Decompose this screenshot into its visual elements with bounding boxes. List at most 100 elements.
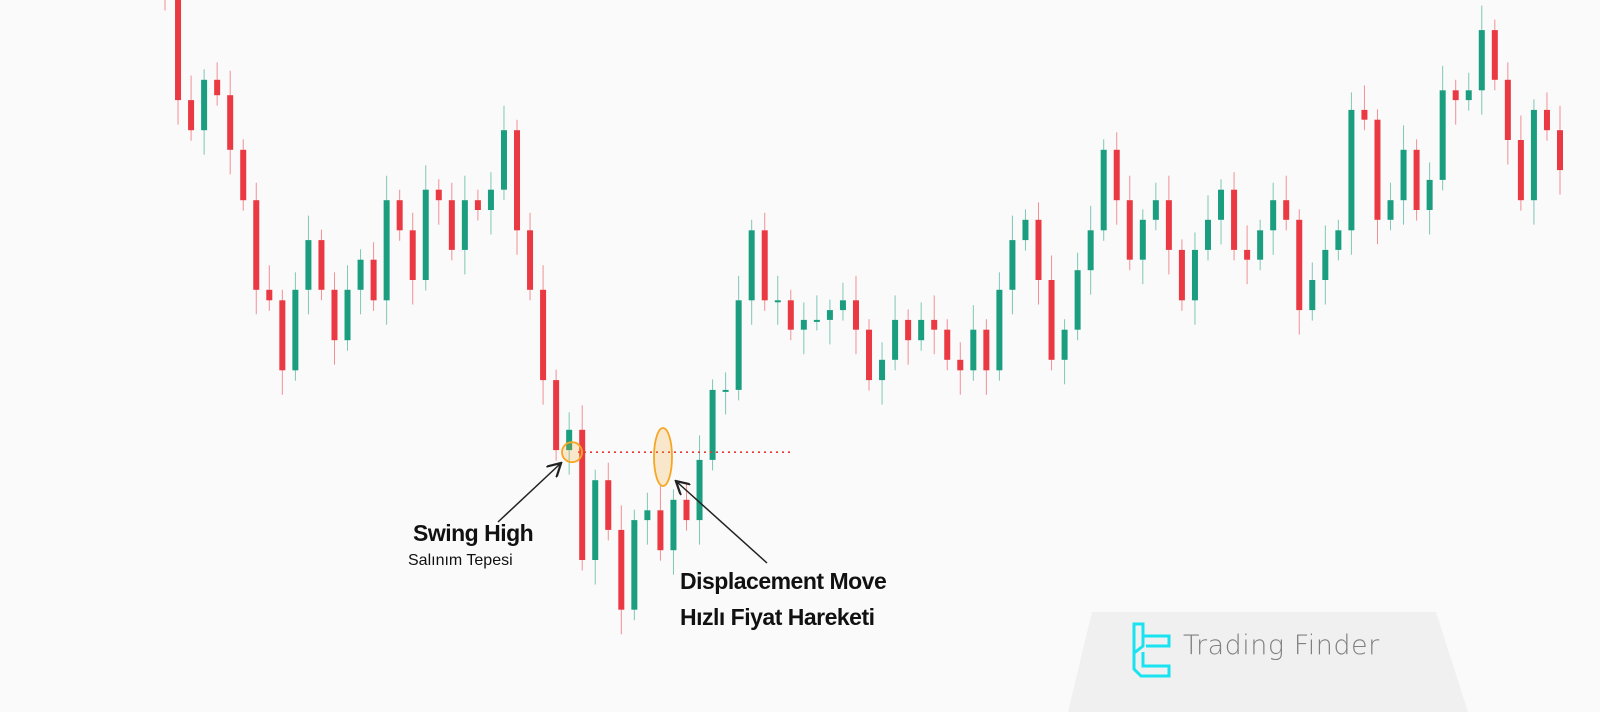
candle-body [318,240,325,290]
candle-body [1504,79,1511,140]
candle-body [1100,149,1107,231]
candle-body [1478,30,1485,91]
candle-body [748,230,755,301]
candle-body [1218,189,1225,220]
candle-body [1322,249,1329,280]
candle-body [905,319,912,341]
candle-body [1517,140,1524,201]
candle-body [1270,200,1277,231]
candle-body [1426,179,1433,210]
candle-body [1231,189,1238,250]
candle-body [201,79,208,131]
candle-body [931,319,938,330]
candle-body [396,200,403,231]
candle-body [1191,249,1198,301]
swing-high-label: Swing High [413,520,534,546]
candle-body [944,329,951,360]
candle-body [592,480,599,560]
displacement-label: Displacement Move [680,568,887,594]
candle-body [240,149,247,201]
candle-body [344,289,351,341]
candle-body [761,230,768,301]
candle-body [474,200,481,210]
candle-body [709,389,716,460]
candle-body [487,189,494,210]
candle-body [1035,219,1042,280]
candle-body [279,300,286,371]
candle-body [188,100,195,131]
candle-body [605,480,612,530]
candle-body [813,319,820,322]
candle-body [1022,219,1029,241]
candle-body [1283,200,1290,220]
candle-body [1413,149,1420,210]
swing-high-marker [561,441,583,464]
candle-body [826,310,833,320]
swing-high-arrow [497,464,560,523]
candle-body [787,300,794,330]
candle-body [1491,30,1498,80]
candle-body [1257,230,1264,260]
candle-body [1374,119,1381,220]
candle-body [527,230,534,290]
candle-body [175,0,182,101]
candle-body [357,259,364,290]
candle-body [1139,219,1146,260]
candle-body [852,300,859,330]
candle-body [1335,230,1342,250]
candle-body [774,300,781,303]
candle-body [266,289,273,301]
candle-body [227,95,234,150]
candle-body [1387,200,1394,220]
candle-body [1061,329,1068,360]
candle-body [1152,200,1159,220]
candle-body [683,499,690,521]
candle-body [1074,270,1081,330]
candle-body [696,459,703,521]
candle-body [644,510,651,521]
candle-body [1465,90,1472,101]
candle-body [892,319,899,360]
candle-body [1361,109,1368,120]
candle-body [435,189,442,201]
candle-body [1557,130,1563,171]
candle-body [657,510,664,551]
candle-body [409,230,416,280]
candle-body [1087,230,1094,271]
logo-plate [1068,612,1468,712]
candle-body [879,359,886,381]
candle-body [1296,219,1303,311]
candle-body [1439,90,1446,180]
candle-body [1048,280,1055,360]
candle-body [566,429,573,451]
candle-body [618,529,625,610]
trading-finder-logo-icon [1132,622,1171,678]
candle-body [514,130,521,231]
candle-body [996,289,1003,371]
candle-body [918,319,925,341]
candle-body [866,329,873,381]
candle-body [500,130,507,190]
candle-body [1309,280,1316,311]
candle-body [970,329,977,371]
candle-body [1543,109,1550,131]
candle-body [253,200,260,290]
candle-body [631,520,638,610]
candle-body [1113,149,1120,201]
candle-body [1244,249,1251,260]
displacement-highlight [653,427,673,487]
candle-body [1204,219,1211,250]
candle-body [214,79,221,96]
candle-body [422,189,429,280]
candle-body [1178,249,1185,301]
brand-name: Trading Finder [1183,630,1380,661]
candle-body [370,259,377,301]
candle-body [800,319,807,330]
candle-body [1452,90,1459,101]
candle-body [579,429,586,560]
displacement-arrow [677,482,768,564]
candle-body [722,389,729,392]
candle-body [553,380,560,451]
candle-body [292,289,299,371]
